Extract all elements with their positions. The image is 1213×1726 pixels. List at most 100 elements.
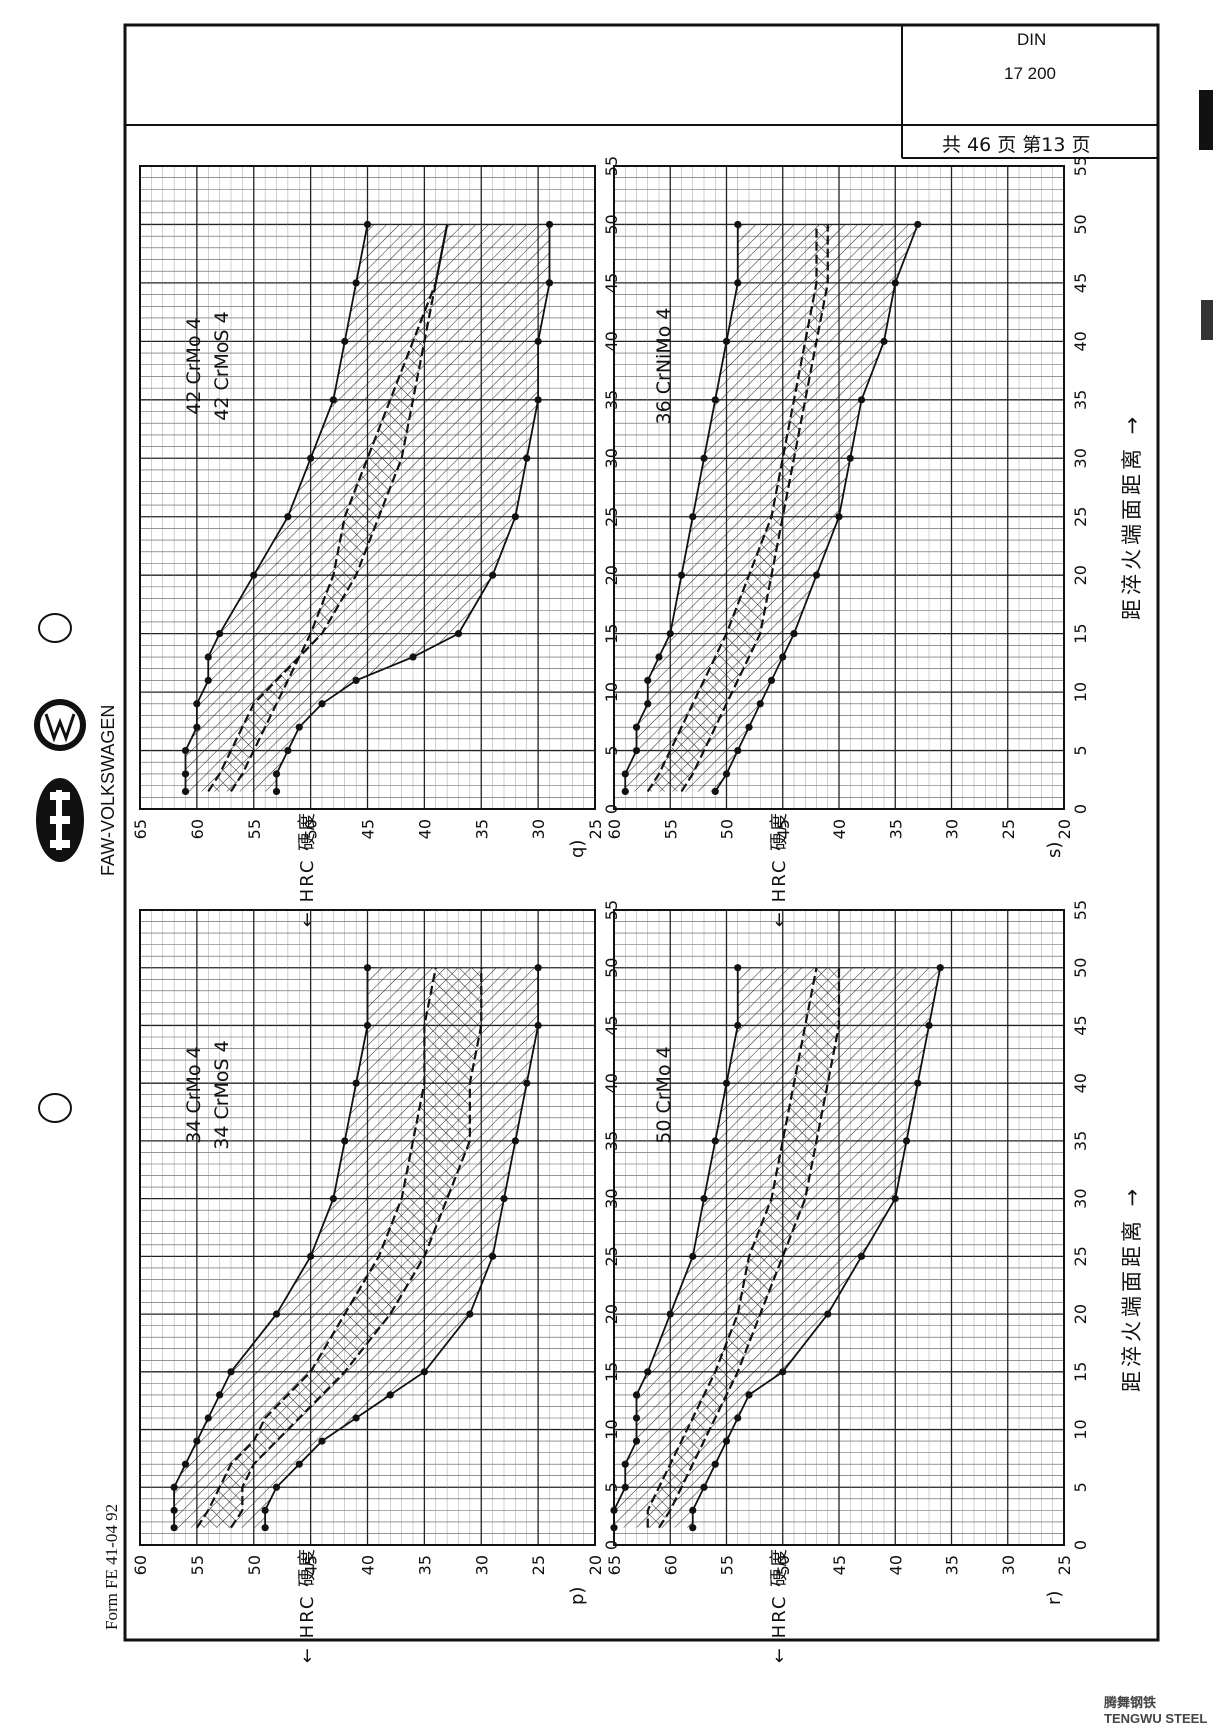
data-point	[644, 676, 652, 685]
hardness-tick-label: 50	[245, 1555, 264, 1575]
distance-tick-label: 0	[1071, 1540, 1090, 1550]
data-point	[363, 964, 372, 972]
hardness-tick-label: 30	[943, 819, 962, 839]
distance-tick-label: 20	[1071, 1304, 1090, 1324]
data-point	[677, 571, 686, 579]
data-point	[632, 746, 641, 755]
scan-edge-mark	[1199, 90, 1213, 150]
hardness-tick-label: 45	[302, 1555, 321, 1575]
data-point	[181, 787, 190, 796]
hardness-axis-caption: ← HRC 硬度	[297, 1547, 318, 1663]
hardness-tick-label: 25	[586, 819, 605, 839]
hardness-tick-label: 60	[605, 819, 624, 839]
data-point	[824, 1310, 832, 1318]
distance-tick-label: 50	[602, 214, 621, 234]
data-point	[734, 220, 742, 229]
hardness-tick-label: 30	[999, 1555, 1018, 1575]
data-point	[352, 1414, 360, 1422]
data-point	[700, 454, 708, 462]
data-point	[204, 1414, 212, 1422]
data-point	[689, 513, 697, 521]
distance-tick-label: 20	[602, 1304, 621, 1324]
data-point	[181, 770, 190, 778]
distance-tick-label: 55	[602, 156, 621, 176]
chart-r: 0510152025303540455055253035404550556065…	[605, 900, 1090, 1663]
standard-number: 17 200	[1004, 64, 1056, 83]
data-point	[466, 1310, 474, 1318]
data-point	[666, 1310, 674, 1318]
data-point	[511, 513, 519, 521]
data-point	[318, 1437, 326, 1445]
data-point	[644, 1368, 652, 1376]
data-point	[454, 630, 463, 638]
data-point	[193, 1437, 201, 1445]
distance-tick-label: 40	[602, 331, 621, 351]
distance-tick-label: 10	[1071, 682, 1090, 702]
distance-tick-label: 30	[1071, 1188, 1090, 1208]
distance-tick-label: 30	[602, 1188, 621, 1208]
data-point	[779, 653, 787, 661]
hardness-tick-label: 25	[999, 819, 1018, 839]
grade-label: 36 CrNiMo 4	[653, 308, 675, 425]
data-point	[756, 700, 764, 708]
distance-tick-label: 5	[1071, 1482, 1090, 1492]
x-axis-caption-bottom: 距淬火端面距离 →	[1120, 1184, 1144, 1392]
hardness-tick-label: 35	[415, 1555, 434, 1575]
data-point	[193, 723, 201, 731]
brand-name: FAW-VOLKSWAGEN	[98, 704, 118, 876]
data-point	[489, 571, 497, 579]
hardness-tick-label: 45	[830, 1555, 849, 1575]
data-point	[341, 1137, 349, 1145]
scan-edge-mark	[1201, 300, 1213, 340]
data-point	[857, 396, 866, 404]
data-point	[835, 513, 843, 521]
distance-tick-label: 5	[1071, 745, 1090, 755]
distance-tick-label: 40	[1071, 331, 1090, 351]
data-point	[711, 1460, 719, 1468]
panel-label: r)	[1044, 1591, 1065, 1605]
data-point	[846, 454, 854, 462]
data-point	[295, 1460, 303, 1468]
hardness-tick-label: 40	[830, 819, 849, 839]
distance-tick-label: 0	[602, 804, 621, 814]
hardness-tick-label: 55	[718, 1555, 737, 1575]
data-point	[227, 1368, 235, 1376]
distance-tick-label: 15	[1071, 623, 1090, 643]
data-point	[250, 571, 258, 579]
hardness-tick-label: 50	[774, 1555, 793, 1575]
data-point	[632, 723, 641, 731]
data-point	[722, 1079, 731, 1087]
hardness-tick-label: 45	[359, 819, 378, 839]
data-point	[352, 279, 360, 287]
distance-tick-label: 10	[602, 1419, 621, 1439]
grade-label: 50 CrMo 4	[653, 1046, 675, 1143]
data-point	[610, 1524, 618, 1532]
data-point	[181, 746, 190, 755]
data-point	[307, 454, 315, 462]
hardness-tick-label: 35	[943, 1555, 962, 1575]
data-point	[610, 1506, 618, 1514]
scatter-band-inner	[647, 967, 839, 1528]
data-point	[711, 396, 719, 404]
data-point	[204, 653, 212, 661]
data-point	[284, 513, 292, 521]
data-point	[363, 1021, 372, 1030]
page-info: 共 46 页 第13 页	[942, 134, 1091, 156]
hardness-tick-label: 65	[605, 1555, 624, 1575]
data-point	[170, 1506, 178, 1514]
faw-logo	[36, 778, 84, 862]
distance-tick-label: 0	[602, 1540, 621, 1550]
distance-tick-label: 40	[1071, 1073, 1090, 1093]
distance-tick-label: 55	[1071, 900, 1090, 920]
distance-tick-label: 40	[602, 1073, 621, 1093]
data-point	[734, 964, 742, 972]
data-point	[523, 1079, 531, 1087]
distance-tick-label: 50	[602, 958, 621, 978]
hardness-tick-label: 25	[1055, 1555, 1074, 1575]
series-line-2	[195, 967, 437, 1529]
data-point	[689, 1252, 697, 1260]
data-point	[352, 676, 360, 685]
data-point	[655, 653, 663, 661]
plot-frame	[139, 165, 596, 810]
data-point	[534, 337, 542, 345]
